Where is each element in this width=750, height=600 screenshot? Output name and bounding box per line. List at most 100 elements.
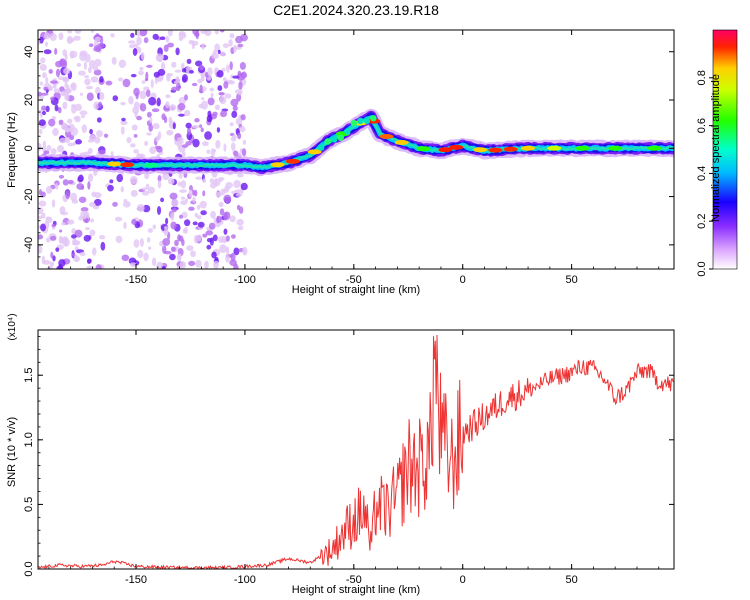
arc-blob [363,117,371,125]
noise-blob [139,90,147,100]
arc-blob [344,128,351,135]
noise-blob [195,176,203,180]
noise-blob [121,254,130,262]
noise-blob [188,189,193,198]
noise-blob [136,204,145,213]
noise-blob [232,105,238,111]
noise-blob [176,265,182,269]
noise-blob [120,120,128,126]
noise-blob [120,186,124,193]
noise-blob [120,101,126,106]
noise-blob [204,260,209,269]
noise-blob [201,42,205,50]
noise-blob [85,227,90,231]
noise-blob [165,35,170,43]
noise-blob [41,72,47,79]
hot-spot [107,161,122,167]
noise-blob [71,198,79,204]
noise-blob [155,136,159,143]
noise-blob [218,176,225,181]
noise-blob [81,124,87,134]
hot-spot [521,145,536,151]
noise-blob [38,215,44,220]
noise-blob [236,218,244,226]
figure-title: C2E1.2024.320.23.19.R18 [273,2,439,18]
noise-blob [148,246,152,250]
noise-blob [74,229,83,238]
noise-blob [39,128,43,135]
noise-blob [220,110,228,118]
noise-blob [152,224,157,230]
colorbar-label: Normalized spectral amplitude [710,74,722,222]
noise-blob [38,91,43,97]
noise-blob [122,78,131,88]
noise-blob [183,109,191,117]
noise-blob [192,124,200,129]
noise-blob [48,68,53,74]
noise-blob [181,74,188,83]
noise-blob [230,252,236,262]
noise-blob [131,124,138,131]
noise-blob [162,238,171,246]
noise-blob [133,134,138,138]
noise-blob [97,101,103,108]
noise-blob [165,217,169,225]
noise-blob [167,30,173,37]
noise-blob [93,101,100,110]
noise-blob [200,210,207,216]
arc-blob [337,134,344,141]
noise-blob [133,149,139,154]
noise-blob [211,251,217,259]
hot-spot [449,144,464,150]
noise-blob [209,182,217,189]
noise-blob [105,80,113,86]
noise-blob [38,143,42,152]
noise-blob [42,140,47,150]
noise-blob [161,266,166,269]
spectrogram-frame [37,29,675,270]
noise-blob [66,93,70,101]
noise-blob [118,59,127,69]
noise-blob [237,70,242,78]
noise-blob [165,94,171,99]
noise-blob [55,68,61,78]
noise-blob [206,237,212,243]
noise-blob [186,245,194,251]
hot-spot [394,139,409,145]
noise-blob [143,252,149,262]
noise-blob [110,33,115,38]
noise-blob [161,113,166,121]
noise-blob [230,234,236,239]
noise-blob [213,260,219,269]
noise-blob [223,76,227,82]
noise-blob [115,235,123,244]
noise-blob [211,52,219,59]
noise-blob [188,70,194,74]
noise-blob [170,212,175,221]
snr-x-axis-label: Height of straight line (km) [292,584,420,596]
noise-blob [218,92,225,96]
noise-blob [197,78,203,84]
noise-blob [95,86,101,96]
noise-blob [240,182,248,191]
noise-blob [54,47,58,55]
noise-blob [83,61,87,70]
noise-blob [48,118,56,127]
noise-blob [87,66,92,74]
noise-blob [94,36,101,42]
noise-blob [59,58,67,68]
noise-blob [70,127,79,136]
noise-blob [44,32,51,40]
noise-blob [93,198,102,206]
noise-blob [207,97,215,106]
noise-blob [186,127,192,136]
noise-blob [194,118,200,123]
noise-blob [94,136,101,144]
y-tick-label: 1.5 [23,368,35,383]
noise-blob [210,210,216,219]
noise-blob [40,57,46,64]
noise-blob [96,130,104,138]
noise-blob [51,223,56,228]
noise-blob [122,201,131,208]
noise-blob [221,235,227,240]
